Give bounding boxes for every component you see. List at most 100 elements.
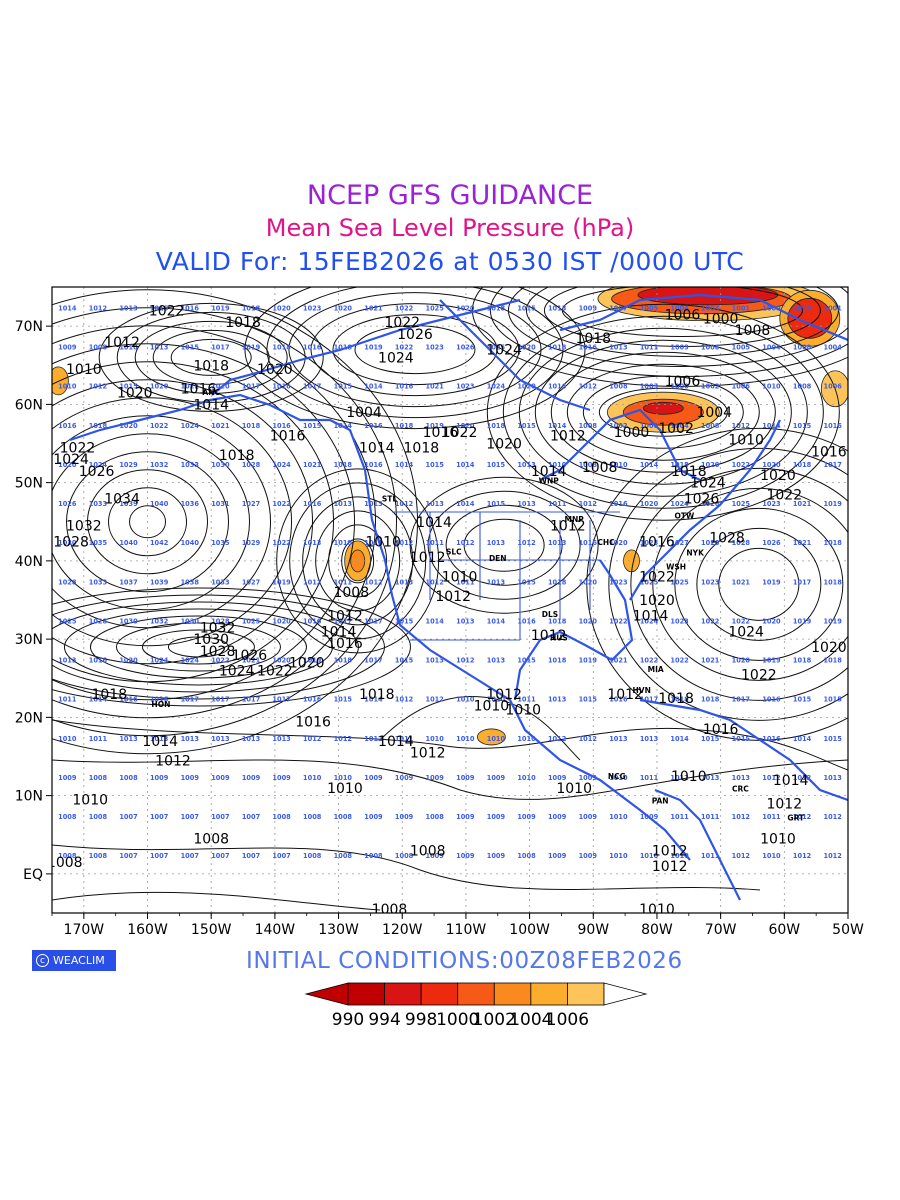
isobar-label: 1012 [550,519,586,535]
isobar-label: 1010 [442,570,478,586]
grid-value: 1015 [150,304,169,312]
isobar-label: 1022 [442,425,478,441]
isobar-label: 1020 [760,468,796,484]
station-label: WNP [539,476,560,485]
grid-value: 1016 [609,500,628,508]
grid-value: 1017 [242,696,261,704]
grid-value: 1001 [824,304,843,312]
grid-value: 1010 [487,696,506,704]
grid-value: 1013 [395,578,414,586]
isobar-label: 1016 [295,714,331,730]
grid-value: 1015 [334,383,353,391]
grid-value: 1012 [824,813,843,821]
isobar-51 [288,292,542,408]
grid-value: 1011 [426,539,445,547]
station-label: SLC [446,548,462,557]
grid-value: 1011 [334,578,353,586]
isobar-label: 1020 [257,362,293,378]
grid-value: 1010 [670,852,689,860]
grid-value: 1014 [58,304,77,312]
station-label: HUS [550,634,568,643]
grid-value: 1014 [670,735,689,743]
grid-value: 1023 [609,578,628,586]
chart-title: NCEP GFS GUIDANCE [306,180,594,211]
station-label: MIA [648,665,664,674]
station-label: NCG [608,772,626,781]
isobar-label: 1022 [766,487,802,503]
grid-value: 1035 [89,539,108,547]
grid-value: 1016 [762,735,781,743]
grid-value: 1010 [119,344,138,352]
isobar-21 [341,538,375,584]
isobar-label: 1028 [709,530,745,546]
grid-value: 1018 [548,657,567,665]
grid-value: 1027 [670,539,689,547]
grid-value: 1008 [395,852,414,860]
grid-value: 1016 [548,383,567,391]
isobar-tropical-4 [379,695,581,761]
grid-value: 1008 [119,774,138,782]
grid-value: 1018 [89,422,108,430]
station-label: PAN [652,796,669,805]
isobar-23 [315,510,401,612]
grid-value: 1009 [579,852,598,860]
isobar-label: 1012 [155,753,191,769]
grid-value: 1008 [334,813,353,821]
grid-value: 1015 [701,735,720,743]
grid-value: 1040 [181,539,200,547]
grid-value: 1024 [272,461,291,469]
grid-value: 1016 [303,696,322,704]
grid-value: 1013 [487,539,506,547]
grid-value: 1017 [303,383,322,391]
isobar-label: 1020 [117,386,153,402]
lon-label: 80W [641,922,673,938]
isobar-1 [108,487,188,557]
grid-value: 1017 [364,657,383,665]
lon-label: 160W [127,922,168,938]
grid-value: 1020 [119,657,138,665]
grid-value: 1017 [824,461,843,469]
isobar-tropical-3 [52,891,381,911]
lat-label: EQ [23,867,43,883]
shade-7 [642,401,684,415]
grid-value: 1032 [150,617,169,625]
grid-value: 1013 [364,500,383,508]
grid-value: 1009 [548,813,567,821]
isobar-label: 1010 [474,699,510,715]
isobar-label: 1008 [193,832,229,848]
isobar-label: 1032 [66,519,102,535]
isobar-label: 1016 [270,429,306,445]
isobar-label: 1014 [321,624,357,640]
grid-value: 1011 [395,735,414,743]
isobar-label: 1004 [696,405,732,421]
isobar-label: 1022 [741,667,777,683]
grid-value: 1006 [701,344,720,352]
station-label: HVN [632,686,650,695]
isobar-label: 1018 [225,315,261,331]
grid-value: 1027 [242,500,261,508]
grid-value: 1014 [487,617,506,625]
grid-value: 1002 [701,383,720,391]
station-label: MNP [565,515,585,524]
lat-label: 20N [15,710,43,726]
grid-value: 1017 [211,696,230,704]
grid-value: 1004 [824,344,843,352]
isobar-label: 1024 [690,476,726,492]
grid-value: 1013 [609,735,628,743]
grid-value: 1011 [364,539,383,547]
isobar-50 [310,303,520,397]
grid-value: 1009 [150,774,169,782]
grid-value: 1018 [272,344,291,352]
grid-value: 1018 [701,696,720,704]
grid-value: 1016 [89,657,108,665]
grid-value: 1016 [579,539,598,547]
grid-value: 1013 [640,735,659,743]
grid-value: 1018 [824,657,843,665]
grid-value: 1019 [242,344,261,352]
grid-value: 1020 [517,344,536,352]
grid-value: 1037 [119,578,138,586]
grid-value: 1033 [89,578,108,586]
grid-value: 1007 [181,852,200,860]
isobar-tropical-1 [52,719,848,771]
grid-value: 1029 [119,461,138,469]
